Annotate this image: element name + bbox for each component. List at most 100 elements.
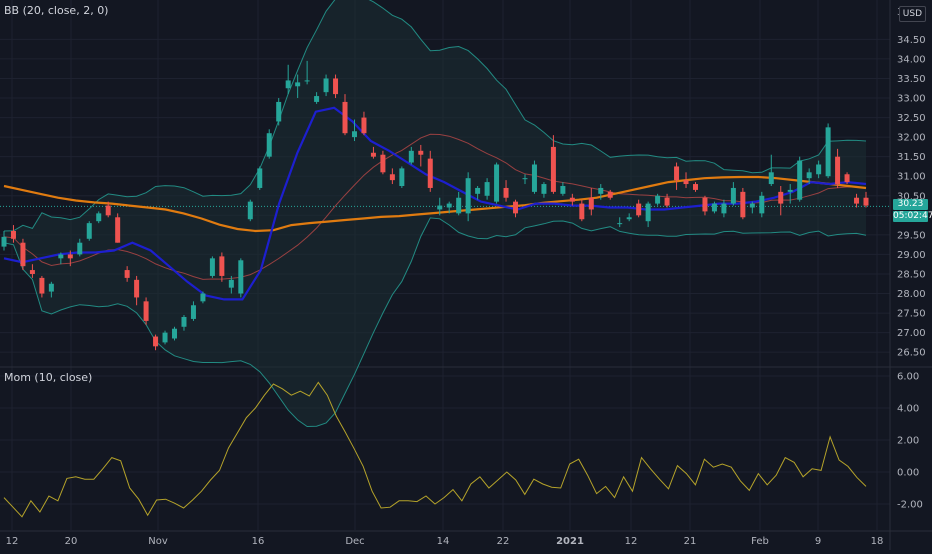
candle-body bbox=[598, 187, 604, 194]
candle-body bbox=[484, 182, 490, 196]
time-axis-label: 12 bbox=[6, 536, 19, 547]
candle-body bbox=[58, 254, 64, 259]
price-axis-label: 31.50 bbox=[897, 152, 926, 163]
price-axis-label: 28.00 bbox=[897, 289, 926, 300]
candle-body bbox=[749, 203, 755, 208]
candle-body bbox=[124, 270, 130, 278]
candle-body bbox=[550, 146, 556, 192]
candle-body bbox=[816, 164, 822, 175]
price-axis-label: 33.50 bbox=[897, 74, 926, 85]
candle-body bbox=[200, 293, 206, 302]
currency-badge[interactable]: USD bbox=[898, 6, 926, 22]
candle-body bbox=[304, 80, 310, 82]
time-axis-label: 12 bbox=[625, 536, 638, 547]
bb-upper-band bbox=[3, 0, 867, 232]
candle-body bbox=[513, 201, 519, 214]
momentum-line bbox=[3, 381, 867, 518]
candle-body bbox=[228, 279, 234, 288]
candle-body bbox=[323, 78, 329, 93]
time-axis-label: 18 bbox=[871, 536, 884, 547]
candle-body bbox=[721, 203, 727, 214]
price-axis-label: 34.00 bbox=[897, 54, 926, 65]
time-axis-label: 22 bbox=[497, 536, 510, 547]
candle-body bbox=[778, 191, 784, 204]
candle-body bbox=[437, 205, 443, 210]
candle-body bbox=[314, 96, 320, 102]
candle-body bbox=[153, 336, 159, 347]
momentum-axis-label: 4.00 bbox=[897, 404, 919, 415]
time-axis-label: 9 bbox=[815, 536, 821, 547]
candle-body bbox=[389, 174, 395, 181]
candle-body bbox=[276, 101, 282, 122]
last-price-badge: 30.23 bbox=[893, 199, 928, 210]
candle-body bbox=[266, 133, 272, 157]
candle-body bbox=[626, 217, 632, 220]
candle-body bbox=[503, 187, 509, 198]
candle-body bbox=[692, 184, 698, 190]
price-axis-label: 29.50 bbox=[897, 230, 926, 241]
momentum-axis-label: -2.00 bbox=[897, 500, 923, 511]
time-axis-label: Nov bbox=[148, 536, 168, 547]
candle-body bbox=[399, 168, 405, 186]
candle-body bbox=[456, 197, 462, 214]
candle-body bbox=[522, 178, 528, 180]
candle-body bbox=[636, 203, 642, 216]
candle-body bbox=[844, 174, 850, 183]
candle-body bbox=[607, 191, 613, 198]
candle-body bbox=[408, 150, 414, 163]
candle-body bbox=[446, 203, 452, 208]
candle-body bbox=[219, 256, 225, 276]
candle-body bbox=[825, 127, 831, 177]
bb-lower-band bbox=[3, 217, 867, 428]
candle-body bbox=[48, 283, 54, 292]
price-axis-label: 31.00 bbox=[897, 172, 926, 183]
candle-body bbox=[295, 82, 301, 87]
candle-body bbox=[134, 279, 140, 298]
price-axis-label: 27.00 bbox=[897, 328, 926, 339]
price-axis-label: 33.00 bbox=[897, 94, 926, 105]
candle-body bbox=[711, 203, 717, 212]
candle-body bbox=[285, 80, 291, 89]
candle-body bbox=[664, 197, 670, 206]
momentum-axis-label: 2.00 bbox=[897, 436, 919, 447]
price-axis-label: 29.00 bbox=[897, 250, 926, 261]
candle-body bbox=[190, 305, 196, 319]
candle-body bbox=[209, 258, 215, 276]
bar-countdown-badge: 05:02:47 bbox=[893, 211, 932, 222]
candle-body bbox=[655, 195, 661, 204]
candle-body bbox=[740, 191, 746, 218]
price-axis-label: 26.50 bbox=[897, 348, 926, 359]
candle-body bbox=[20, 242, 26, 267]
candle-body bbox=[96, 213, 102, 222]
time-axis-label: 16 bbox=[252, 536, 265, 547]
time-axis-label: Feb bbox=[751, 536, 769, 547]
candle-body bbox=[835, 156, 841, 185]
candle-body bbox=[465, 178, 471, 214]
candle-body bbox=[351, 131, 357, 138]
candle-body bbox=[10, 230, 16, 239]
candle-body bbox=[162, 332, 168, 343]
candle-body bbox=[257, 168, 263, 188]
candle-body bbox=[418, 150, 424, 155]
candle-body bbox=[645, 203, 651, 222]
momentum-axis-label: 6.00 bbox=[897, 372, 919, 383]
candle-body bbox=[702, 197, 708, 212]
candle-body bbox=[730, 187, 736, 204]
candle-body bbox=[617, 223, 623, 225]
candle-body bbox=[683, 180, 689, 185]
candle-body bbox=[39, 277, 45, 294]
candle-body bbox=[67, 254, 73, 259]
candle-body bbox=[370, 152, 376, 157]
candle-body bbox=[759, 195, 765, 214]
momentum-axis-label: 0.00 bbox=[897, 468, 919, 479]
momentum-indicator-title[interactable]: Mom (10, close) bbox=[4, 371, 93, 384]
candle-body bbox=[172, 328, 178, 339]
bb-indicator-title[interactable]: BB (20, close, 2, 0) bbox=[4, 4, 109, 17]
candle-body bbox=[380, 154, 386, 173]
price-axis-label: 34.50 bbox=[897, 35, 926, 46]
time-axis-label: 2021 bbox=[556, 536, 584, 547]
candle-body bbox=[342, 101, 348, 134]
candle-body bbox=[863, 197, 869, 206]
